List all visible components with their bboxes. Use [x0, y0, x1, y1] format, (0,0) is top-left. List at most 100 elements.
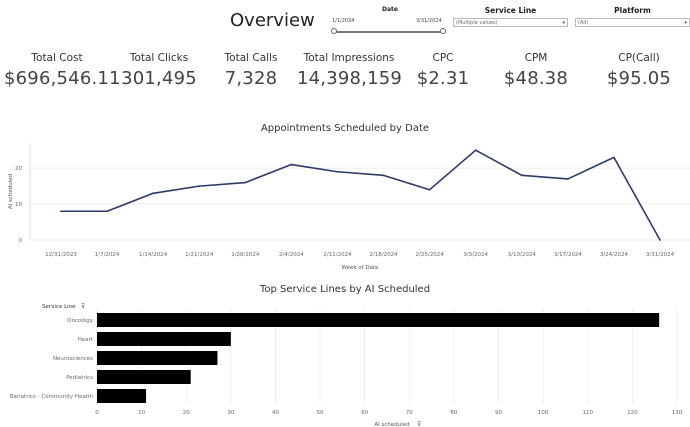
data-point: [198, 185, 201, 188]
x-tick-label: 30: [227, 410, 234, 416]
x-tick-label: 70: [406, 410, 413, 416]
y-tick-label: 20: [15, 166, 22, 172]
data-point: [566, 178, 569, 180]
kpi-label: Total Cost: [31, 52, 83, 64]
filter-icon: ⊽: [417, 421, 421, 427]
x-tick-label: 110: [583, 410, 594, 416]
x-tick-label: 3/10/2024: [508, 252, 537, 258]
x-tick-label: 50: [317, 410, 324, 416]
data-point: [382, 174, 385, 177]
date-slider-track[interactable]: [334, 31, 444, 33]
bar-chart-title: Top Service Lines by AI Scheduled: [259, 284, 431, 295]
x-tick-label: 130: [672, 410, 683, 416]
data-point: [290, 163, 293, 166]
x-tick-label: 3/24/2024: [600, 252, 629, 258]
service-line-dropdown[interactable]: (Multiple values) ▾: [453, 18, 568, 27]
kpi-cp-call: CP(Call) $95.05: [596, 52, 682, 89]
platform-dropdown[interactable]: (All) ▾: [575, 18, 690, 27]
date-filter-label: Date: [382, 6, 398, 13]
x-tick-label: 2/18/2024: [369, 252, 398, 258]
kpi-label: Total Calls: [224, 52, 278, 64]
kpi-cpc: CPC $2.31: [410, 52, 476, 89]
kpi-value: 14,398,159: [297, 68, 403, 89]
data-point: [659, 239, 661, 241]
date-min-value: 1/1/2024: [332, 18, 355, 24]
x-axis-title: Week of Date: [341, 265, 379, 271]
x-tick-label: 2/4/2024: [279, 252, 304, 258]
x-tick-label: 2/25/2024: [416, 252, 445, 258]
kpi-label: Total Impressions: [303, 52, 395, 64]
bar: [97, 370, 191, 384]
bar: [97, 313, 660, 327]
kpi-value: $48.38: [503, 68, 569, 89]
service-line-value: (Multiple values): [456, 20, 498, 26]
kpi-total-impressions: Total Impressions 14,398,159: [297, 52, 403, 89]
data-point: [428, 188, 431, 191]
kpi-value: 7,328: [224, 68, 278, 89]
x-tick-label: 1/7/2024: [95, 252, 120, 258]
category-label: Heart: [78, 337, 94, 343]
platform-value: (All): [578, 20, 589, 26]
data-point: [613, 156, 615, 159]
x-tick-label: 12/31/2023: [45, 252, 77, 258]
category-header: Service Line: [42, 304, 76, 310]
x-tick-label: 3/31/2024: [646, 252, 675, 258]
x-tick-label: 100: [538, 410, 549, 416]
line-chart-title: Appointments Scheduled by Date: [260, 123, 430, 134]
bar-chart: 0 10 20 30 40 50 60 70 80 90 100 110 120 130 Service L…: [10, 303, 683, 427]
category-label: Bariatrics - Community Health: [10, 394, 94, 400]
kpi-total-cost: Total Cost $696,546.11: [4, 52, 121, 89]
category-label: Pediatrics: [66, 375, 93, 381]
data-point: [60, 210, 62, 213]
x-tick-label: 3/17/2024: [554, 252, 583, 258]
kpi-total-clicks: Total Clicks 301,495: [118, 52, 200, 89]
category-label: Neurosciences: [53, 356, 93, 362]
kpi-value: $2.31: [416, 68, 470, 89]
x-tick-label: 1/28/2024: [231, 252, 260, 258]
data-point: [336, 170, 339, 173]
kpi-label: CP(Call): [618, 52, 660, 64]
service-line-filter: Service Line (Multiple values) ▾: [453, 6, 568, 27]
platform-filter: Platform (All) ▾: [575, 6, 690, 27]
data-point: [520, 174, 523, 177]
x-tick-label: 3/3/2024: [463, 252, 488, 258]
platform-label: Platform: [614, 6, 651, 15]
data-point: [152, 192, 155, 195]
y-tick-label: 0: [19, 238, 23, 244]
service-line-label: Service Line: [484, 6, 537, 15]
series-line: [61, 149, 661, 241]
x-tick-label: 1/14/2024: [139, 252, 168, 258]
x-tick-label: 80: [450, 410, 457, 416]
x-tick-label: 2/11/2024: [323, 252, 352, 258]
kpi-value: $95.05: [606, 68, 672, 89]
x-tick-label: 60: [361, 410, 368, 416]
data-point: [106, 210, 108, 213]
bar: [97, 351, 218, 365]
kpi-value: $696,546.11: [4, 68, 121, 89]
kpi-label: CPC: [432, 52, 454, 64]
bar: [97, 332, 231, 346]
y-axis-title: AI scheduled: [8, 174, 14, 209]
date-slider-start-handle[interactable]: [331, 28, 337, 34]
y-tick-label: 10: [15, 202, 22, 208]
x-tick-label: 1/21/2024: [185, 252, 214, 258]
kpi-value: 301,495: [121, 68, 197, 89]
date-slider-end-handle[interactable]: [440, 28, 446, 34]
x-tick-label: 120: [627, 410, 638, 416]
x-tick-label: 0: [95, 410, 99, 416]
chevron-down-icon: ▾: [562, 20, 565, 26]
data-point: [474, 149, 477, 152]
x-tick-label: 40: [272, 410, 279, 416]
kpi-cpm: CPM $48.38: [496, 52, 576, 89]
category-label: Oncology: [67, 318, 94, 324]
page-title: Overview: [230, 10, 315, 31]
x-axis-title: AI scheduled: [374, 422, 409, 427]
kpi-label: CPM: [524, 52, 548, 64]
kpi-total-calls: Total Calls 7,328: [215, 52, 287, 89]
bar: [97, 389, 147, 403]
kpi-label: Total Clicks: [129, 52, 189, 64]
chevron-down-icon: ▾: [684, 20, 687, 26]
date-max-value: 3/31/2024: [416, 18, 442, 24]
x-tick-label: 10: [138, 410, 145, 416]
